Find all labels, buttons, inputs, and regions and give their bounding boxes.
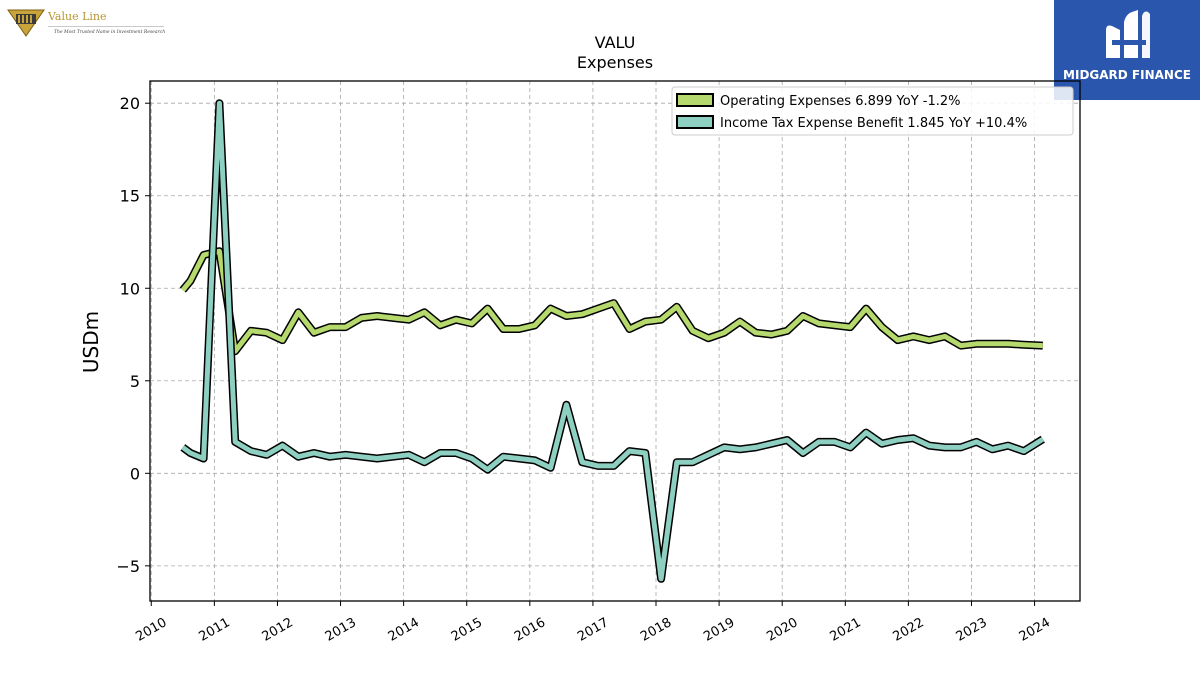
value-line-emblem-icon (7, 9, 45, 37)
legend-swatch (676, 93, 714, 107)
legend-swatch (676, 115, 714, 129)
y-tick-label: 10 (120, 279, 140, 298)
x-tick-label: 2013 (323, 615, 359, 645)
axis-ticks: 2010 2011 2012 2013 2014 2015 2016 2017 2018 2019… (116, 94, 1052, 645)
midgard-emblem-icon (1106, 10, 1150, 58)
value-line-tagline: The Most Trusted Name in Investment Rese… (54, 30, 166, 35)
x-tick-label: 2023 (954, 615, 990, 645)
series-fill-line (181, 100, 1045, 582)
series-line-1 (179, 247, 1043, 356)
midgard-finance-name: MIDGARD FINANCE (1063, 68, 1191, 82)
x-tick-label: 2010 (133, 615, 169, 645)
midgard-finance-logo: MIDGARD FINANCE (1054, 0, 1200, 100)
x-tick-label: 2018 (638, 615, 674, 645)
plot-frame (149, 80, 1081, 602)
value-line-logo: Value Line The Most Trusted Name in Inve… (6, 6, 166, 40)
x-tick-label: 2019 (701, 615, 737, 645)
series-outline (180, 99, 1045, 583)
x-tick-label: 2021 (827, 615, 863, 645)
series-lines (179, 99, 1045, 583)
x-tick-label: 2012 (260, 615, 296, 645)
x-tick-label: 2014 (386, 615, 422, 645)
y-tick-label: 5 (130, 372, 140, 391)
series-line-2 (180, 99, 1045, 583)
y-tick-label: 0 (130, 464, 140, 483)
x-tick-label: 2011 (197, 615, 233, 645)
legend: Operating Expenses 6.899 YoY -1.2% Income… (671, 86, 1074, 136)
y-tick-label: −5 (116, 557, 140, 576)
y-tick-label: 15 (120, 187, 140, 206)
legend-box (671, 86, 1074, 136)
series-fill-line (180, 248, 1043, 354)
y-tick-label: 20 (120, 94, 140, 113)
value-line-name: Value Line (48, 10, 107, 23)
y-axis-label: USDm (79, 311, 103, 373)
legend-label: Operating Expenses 6.899 YoY -1.2% (720, 94, 961, 109)
chart-title: VALU (595, 33, 636, 52)
x-tick-label: 2016 (512, 615, 548, 645)
chart-subtitle: Expenses (577, 53, 653, 72)
x-tick-label: 2020 (764, 615, 800, 645)
x-tick-label: 2017 (575, 615, 611, 645)
x-tick-label: 2024 (1017, 615, 1053, 645)
value-line-divider (48, 26, 164, 27)
x-tick-label: 2015 (449, 615, 485, 645)
x-tick-label: 2022 (891, 615, 927, 645)
legend-label: Income Tax Expense Benefit 1.845 YoY +10… (720, 116, 1027, 131)
